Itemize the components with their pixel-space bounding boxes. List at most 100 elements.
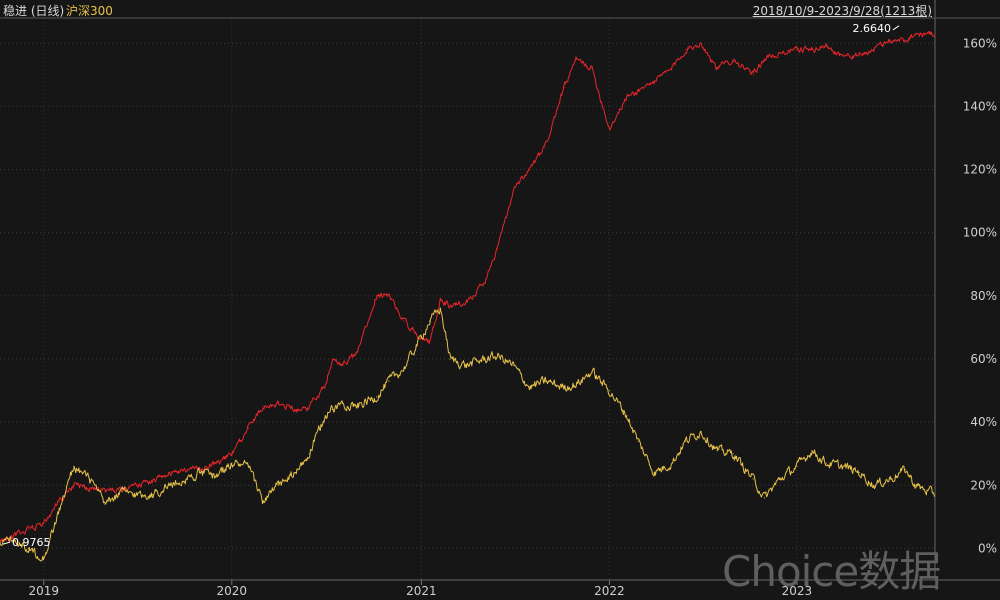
data-point <box>168 472 170 474</box>
annotation-pointer <box>2 541 11 545</box>
data-point <box>904 468 906 471</box>
data-point <box>376 396 378 398</box>
y-tick-label: 0% <box>978 541 997 555</box>
legend-series-1: 稳进 (日线) <box>3 4 65 18</box>
data-point <box>700 42 702 44</box>
data-point <box>277 484 279 486</box>
data-point <box>449 358 451 360</box>
data-point <box>199 468 201 471</box>
series-line <box>0 307 935 562</box>
data-point <box>388 380 390 382</box>
data-point <box>811 49 813 51</box>
data-point <box>608 127 611 130</box>
data-point <box>186 468 189 471</box>
x-tick-label: 2019 <box>29 584 60 598</box>
grid-layer <box>0 18 935 580</box>
data-point <box>544 380 546 382</box>
data-point <box>388 295 390 297</box>
data-point <box>465 301 467 303</box>
data-point <box>685 440 687 442</box>
series-line <box>0 31 935 543</box>
data-point <box>700 431 702 433</box>
series-layer <box>0 31 936 562</box>
data-point <box>215 475 217 477</box>
data-point <box>277 402 279 404</box>
x-tick-label: 2020 <box>217 584 248 598</box>
data-point <box>43 557 45 559</box>
data-point <box>763 497 766 499</box>
data-point <box>497 355 499 357</box>
data-point <box>331 358 333 360</box>
data-point <box>608 390 611 392</box>
data-point <box>465 364 467 366</box>
data-point <box>135 494 138 496</box>
annotation-label: 0.9765 <box>12 536 51 549</box>
data-point <box>104 491 106 493</box>
data-point <box>732 453 734 455</box>
data-point <box>215 462 217 464</box>
data-point <box>247 427 249 429</box>
data-point <box>653 80 655 82</box>
data-point <box>904 39 906 41</box>
data-point <box>27 547 29 550</box>
y-tick-label: 80% <box>970 289 997 303</box>
data-point <box>796 49 798 51</box>
data-point <box>439 298 442 300</box>
data-point <box>73 465 75 467</box>
data-point <box>626 415 628 417</box>
data-point <box>512 364 514 366</box>
data-point <box>247 465 249 467</box>
data-point <box>13 538 15 540</box>
data-point <box>873 484 875 486</box>
data-point <box>752 478 754 480</box>
y-tick-label: 120% <box>963 163 997 177</box>
data-point <box>104 503 106 505</box>
data-point <box>331 408 333 411</box>
data-point <box>13 535 15 537</box>
data-point <box>151 481 154 483</box>
data-point <box>575 383 578 385</box>
data-point <box>403 320 405 322</box>
data-point <box>796 465 798 467</box>
data-point <box>295 408 297 411</box>
data-point <box>591 371 593 373</box>
watermark-text: Choice数据 <box>722 547 941 596</box>
data-point <box>825 462 827 464</box>
y-tick-label: 40% <box>970 415 997 429</box>
x-tick-label: 2021 <box>406 584 437 598</box>
data-point <box>231 453 233 455</box>
data-point <box>563 86 565 89</box>
data-point <box>356 352 358 354</box>
data-point <box>842 55 844 57</box>
data-point <box>716 450 718 452</box>
x-tick-label: 2022 <box>594 584 625 598</box>
data-point <box>544 146 546 148</box>
data-point <box>811 450 813 452</box>
data-point <box>121 491 123 493</box>
data-point <box>89 478 91 480</box>
data-point <box>779 52 781 54</box>
data-point <box>483 358 485 360</box>
legend-series-2: 沪深300 <box>66 4 113 18</box>
data-point <box>825 45 827 48</box>
data-point <box>403 367 405 370</box>
data-point <box>591 67 593 70</box>
data-point <box>43 522 45 524</box>
data-point <box>842 465 844 467</box>
data-point <box>341 364 343 366</box>
data-point <box>58 500 60 502</box>
data-point <box>563 386 565 388</box>
data-point <box>512 191 514 193</box>
data-point <box>0 541 1 543</box>
data-point <box>873 49 875 51</box>
data-point <box>309 405 311 407</box>
data-point <box>529 386 531 388</box>
data-point <box>73 484 75 486</box>
annotation-layer: 0.9765 2.6640 <box>2 22 900 549</box>
data-point <box>199 472 201 474</box>
y-tick-label: 20% <box>970 478 997 492</box>
date-range-label[interactable]: 2018/10/9-2023/9/28(1213根) <box>752 4 932 18</box>
annotation-label: 2.6640 <box>853 22 892 35</box>
